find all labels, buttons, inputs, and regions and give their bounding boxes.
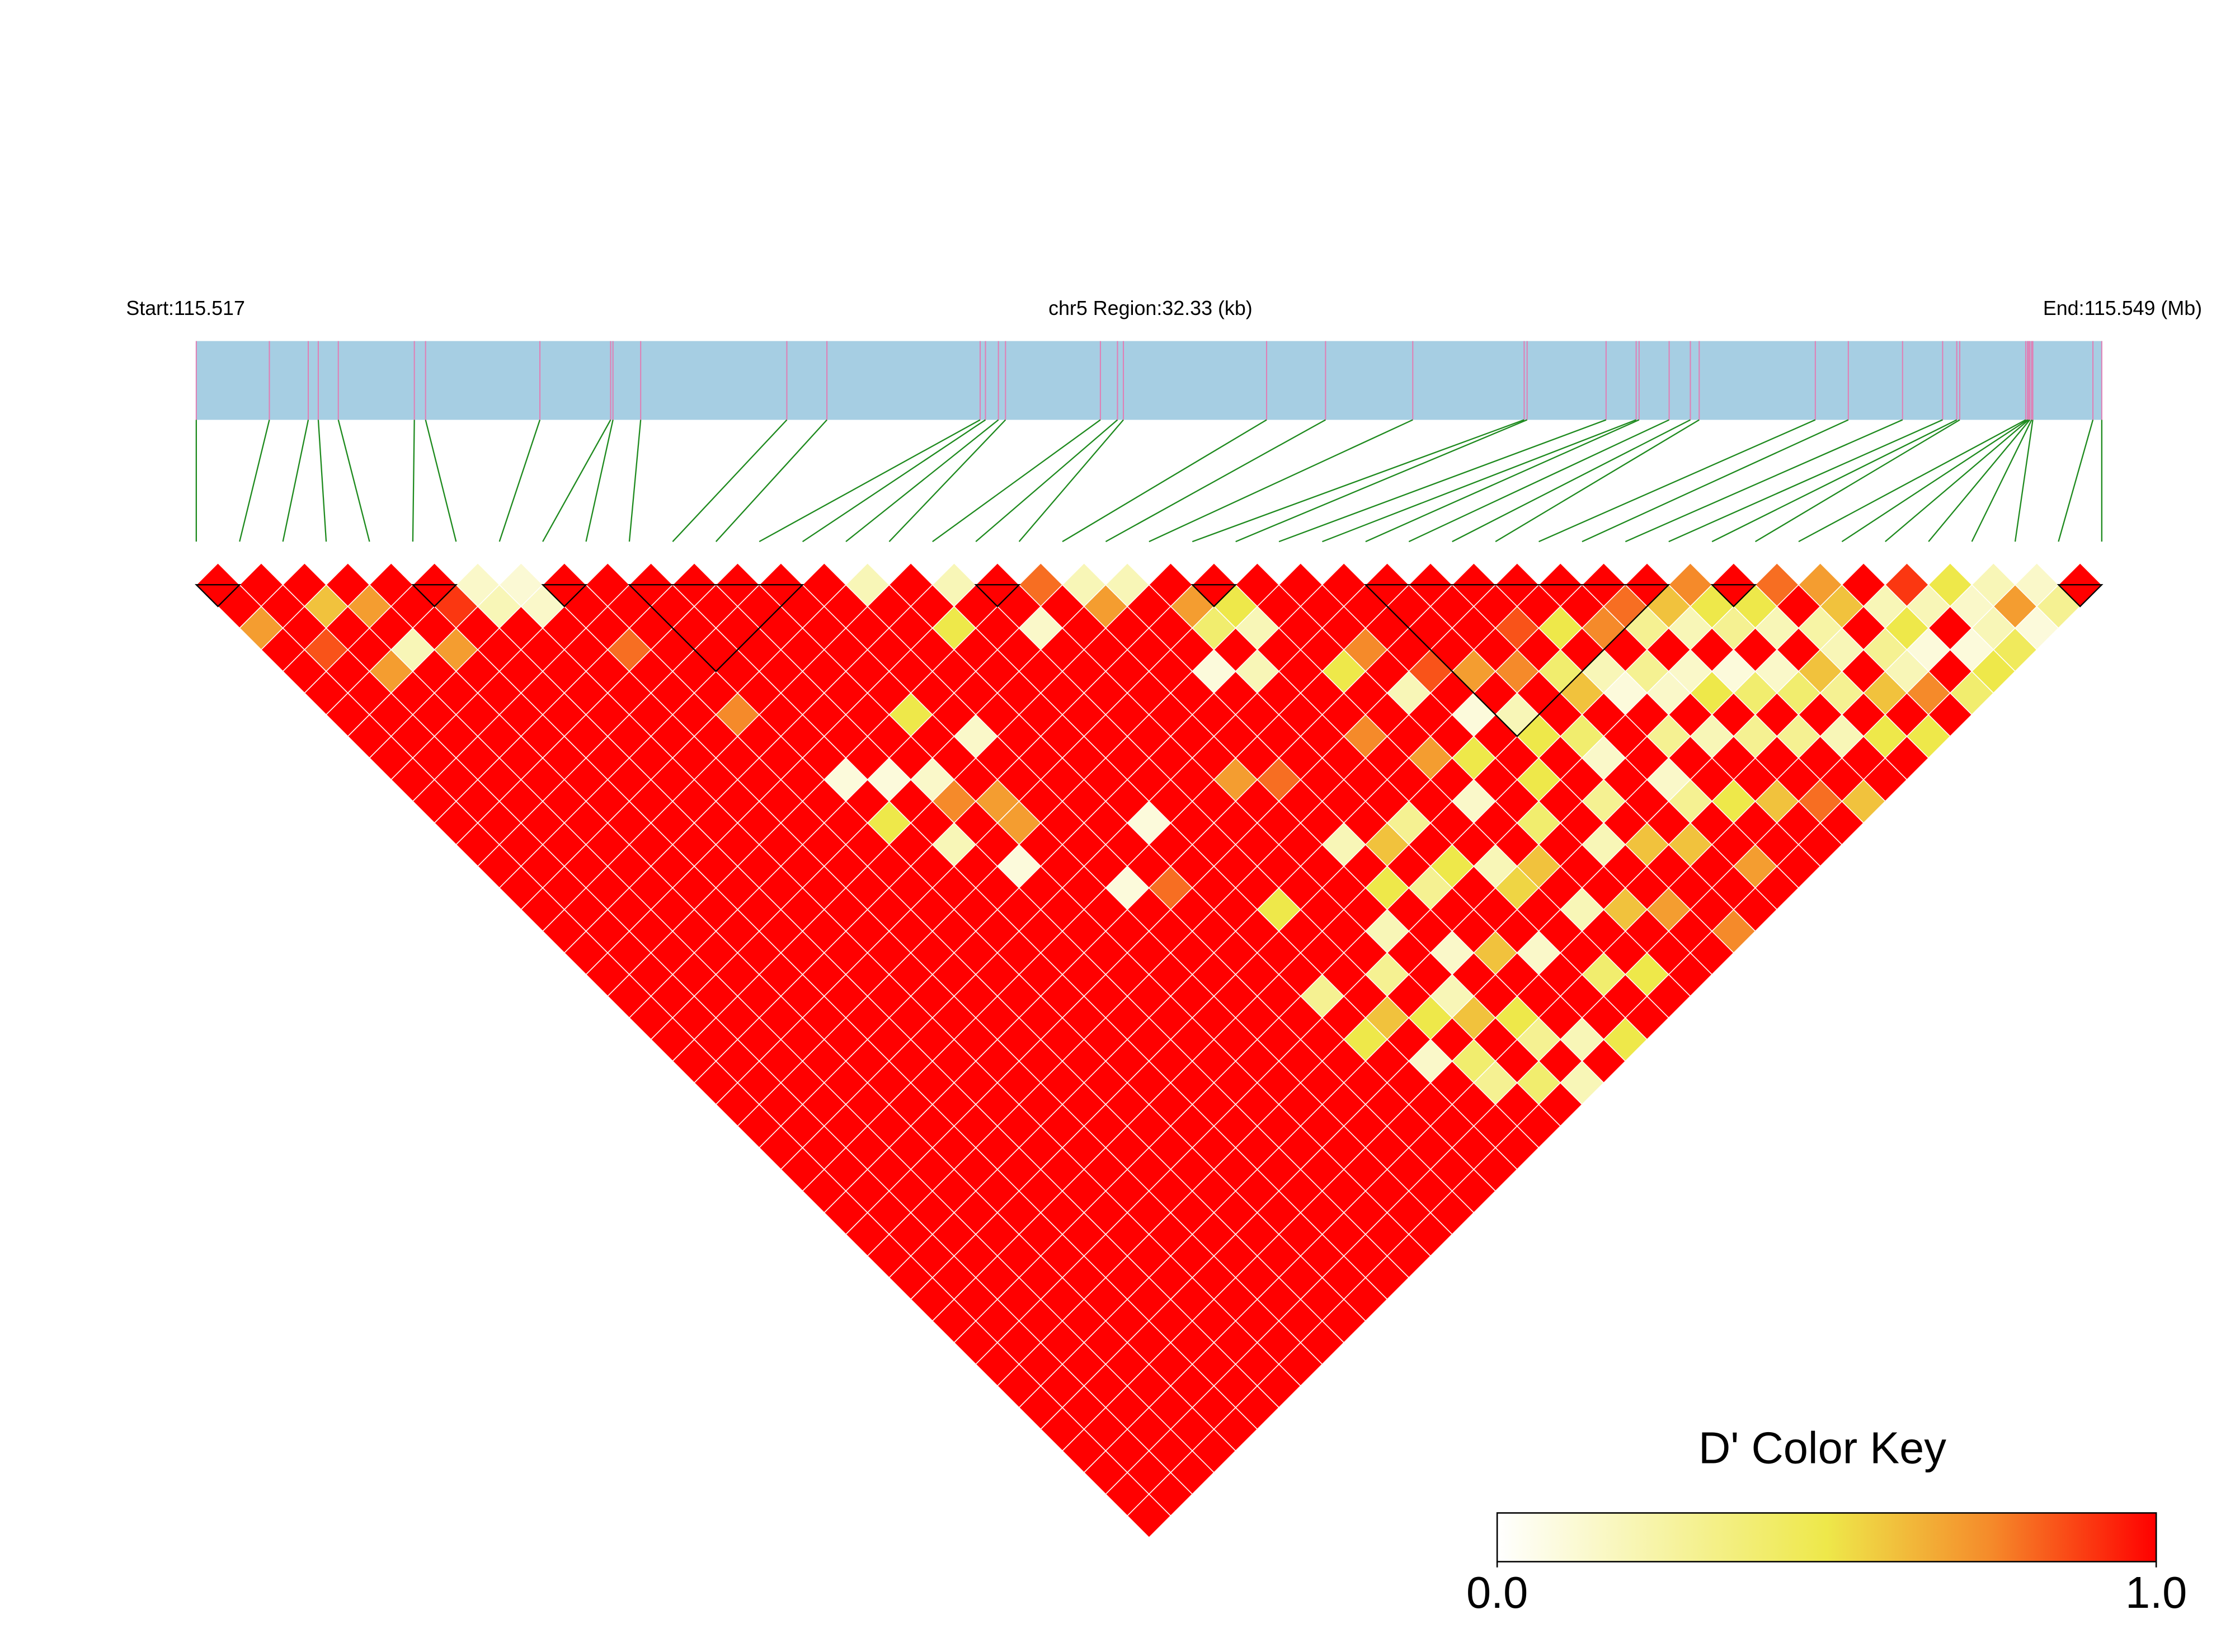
snp-connector <box>1711 419 1958 543</box>
end-label: End:115.549 (Mb) <box>2043 297 2202 319</box>
snp-connector <box>1452 419 1691 543</box>
snp-connector <box>628 420 642 542</box>
snp-connector <box>239 420 270 542</box>
snp-connector <box>282 420 309 542</box>
snp-connector <box>1408 419 1670 543</box>
snp-connector <box>888 419 1006 542</box>
snp-connector <box>759 419 981 543</box>
ld-block <box>2057 584 2104 608</box>
region-label: chr5 Region:32.33 (kb) <box>1048 297 1253 319</box>
snp-connector <box>715 419 827 542</box>
snp-connector <box>2014 420 2034 542</box>
colorkey-title: D' Color Key <box>1698 1423 1946 1472</box>
ld-block <box>628 584 804 672</box>
snp-connector <box>1798 419 2026 543</box>
colorkey-tick-label: 1.0 <box>2125 1568 2187 1617</box>
snp-connector <box>1365 419 1640 543</box>
ld-block <box>1364 584 1671 737</box>
snp-connector <box>1582 419 1849 543</box>
snp-connector <box>1018 419 1124 542</box>
start-label: Start:115.517 <box>126 297 245 319</box>
colorkey-tick-label: 0.0 <box>1466 1568 1528 1617</box>
snp-connector <box>672 419 788 542</box>
snp-connector <box>975 419 1118 543</box>
snp-connector <box>1062 419 1267 543</box>
snp-connector <box>498 420 541 542</box>
snp-connector <box>1668 419 1943 543</box>
snp-connector <box>1149 419 1413 543</box>
snp-connector <box>932 419 1101 543</box>
snp-connector <box>1971 419 2032 542</box>
snp-connector <box>1841 419 2028 543</box>
snp-connector <box>1105 419 1326 543</box>
snp-connector <box>1538 419 1816 543</box>
ld-block <box>195 584 242 608</box>
ld-block <box>974 584 1021 608</box>
colorkey-bar <box>1496 1512 2157 1562</box>
snp-connector <box>585 420 614 542</box>
snp-connector <box>1495 419 1700 543</box>
snp-connector <box>2058 420 2094 542</box>
snp-connector <box>542 419 611 542</box>
ld-block <box>1710 584 1757 608</box>
ld-block <box>541 584 588 608</box>
snp-connector <box>1928 419 2031 542</box>
snp-connector <box>845 419 999 543</box>
snp-connector <box>1754 419 1960 543</box>
snp-connector <box>1235 419 1528 543</box>
snp-connector <box>337 420 370 542</box>
snp-connector <box>1322 419 1636 543</box>
snp-connector <box>412 420 415 542</box>
snp-connector <box>1885 419 2029 543</box>
snp-connector <box>317 420 327 542</box>
snp-connector <box>1278 419 1607 543</box>
snp-connector <box>425 420 457 542</box>
ld-block <box>411 584 458 608</box>
region-bar <box>196 341 2102 420</box>
snp-connector <box>1625 419 1903 543</box>
snp-connector <box>802 419 986 543</box>
snp-connector <box>1192 419 1524 543</box>
ld-block <box>1191 584 1238 608</box>
